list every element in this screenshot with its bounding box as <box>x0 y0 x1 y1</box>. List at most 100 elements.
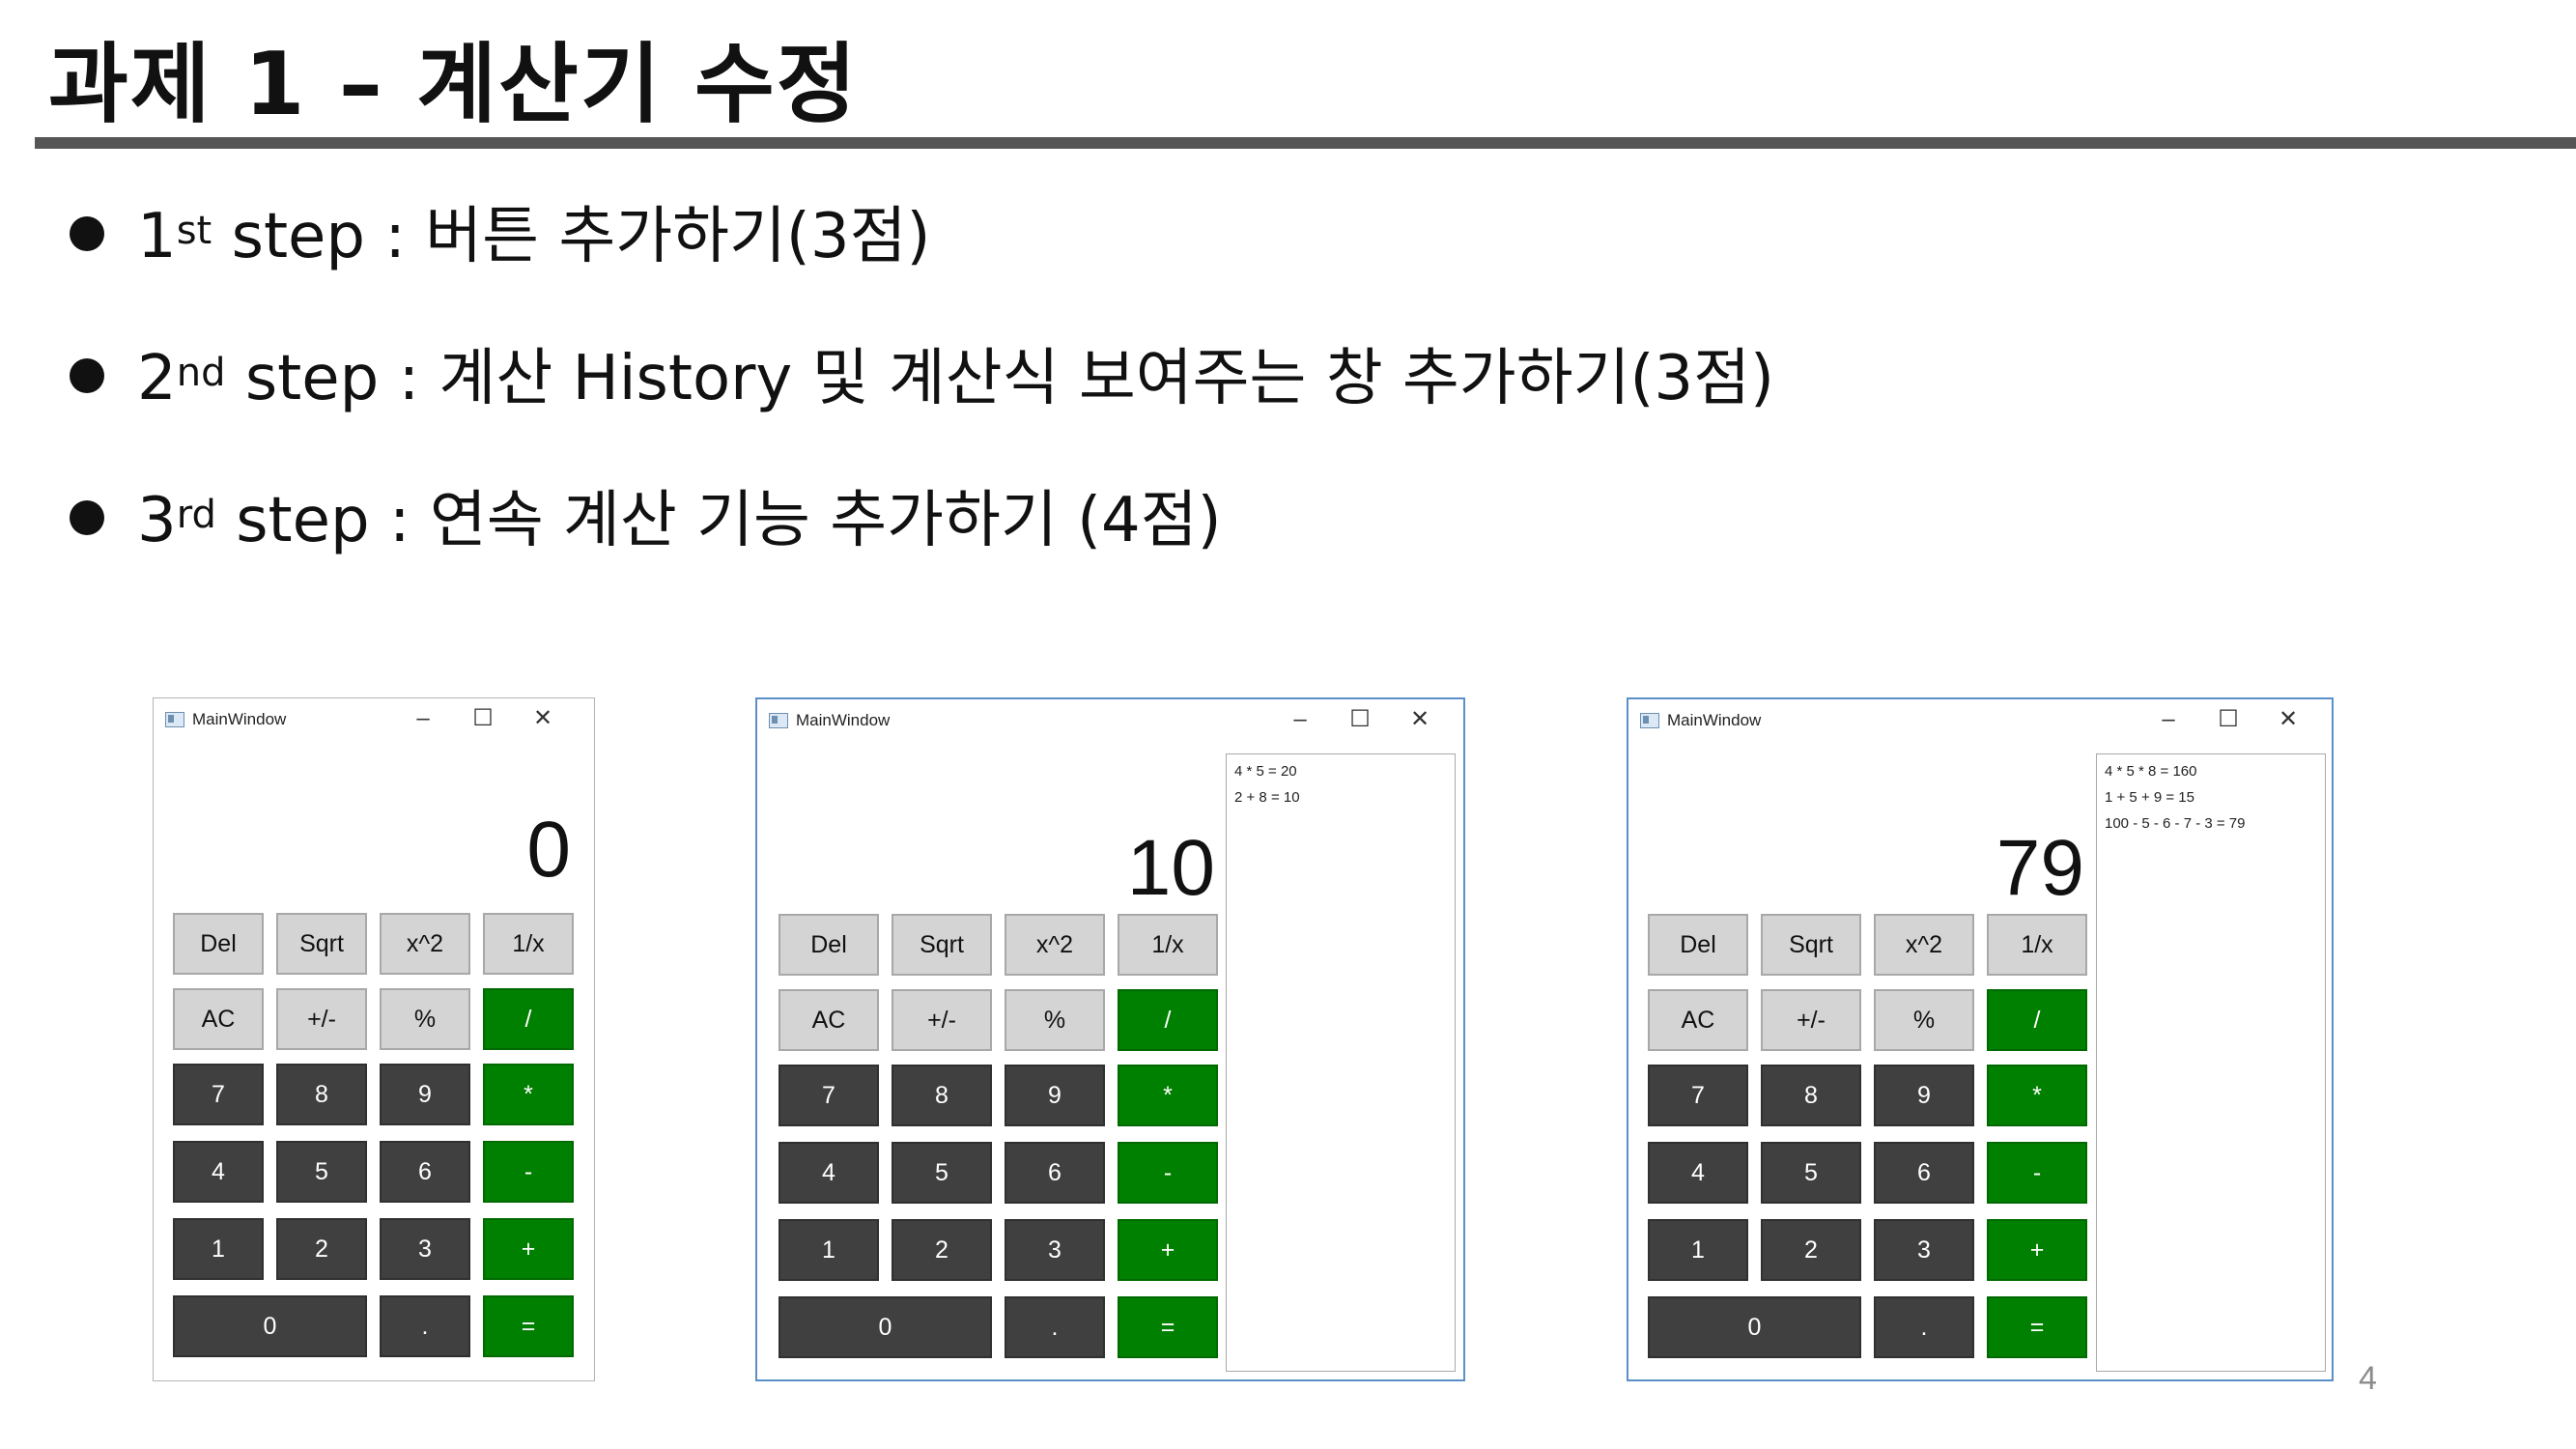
calc-button-dot[interactable]: . <box>380 1295 470 1357</box>
page-number: 4 <box>2359 1360 2377 1397</box>
history-entry: 1 + 5 + 9 = 15 <box>2105 789 2194 806</box>
close-icon[interactable]: ✕ <box>532 705 553 731</box>
calc-button-del[interactable]: Del <box>778 914 879 976</box>
calc-button-reciprocal[interactable]: 1/x <box>483 913 574 975</box>
calc-button-eight[interactable]: 8 <box>1761 1065 1861 1126</box>
calculator-window: MainWindow – ☐ ✕ 79 4 * 5 * 8 = 160 1 + 5 + 9 … <box>1627 697 2334 1381</box>
calc-button-add[interactable]: + <box>483 1218 574 1280</box>
step-number: 1 <box>137 201 177 272</box>
calc-button-eight[interactable]: 8 <box>276 1064 367 1125</box>
calc-button-divide[interactable]: / <box>1987 989 2087 1051</box>
calc-button-five[interactable]: 5 <box>892 1142 992 1204</box>
calc-button-four[interactable]: 4 <box>173 1141 264 1203</box>
window-title: MainWindow <box>192 710 287 728</box>
calc-button-subtract[interactable]: - <box>483 1141 574 1203</box>
bullet-dot-icon <box>70 358 104 394</box>
calc-button-dot[interactable]: . <box>1005 1296 1105 1358</box>
calc-button-three[interactable]: 3 <box>1005 1219 1105 1281</box>
step-number: 2 <box>137 343 177 414</box>
calc-button-six[interactable]: 6 <box>1874 1142 1974 1204</box>
calc-button-ac[interactable]: AC <box>173 988 264 1050</box>
calc-button-seven[interactable]: 7 <box>1648 1065 1748 1126</box>
calc-button-zero[interactable]: 0 <box>778 1296 992 1358</box>
window-app-icon <box>1640 713 1659 728</box>
maximize-icon[interactable]: ☐ <box>1349 706 1371 732</box>
window-titlebar[interactable]: MainWindow – ☐ ✕ <box>757 699 1463 740</box>
calc-button-ac[interactable]: AC <box>1648 989 1748 1051</box>
step-ordinal: rd <box>176 493 216 537</box>
calc-button-add[interactable]: + <box>1987 1219 2087 1281</box>
calc-button-five[interactable]: 5 <box>276 1141 367 1203</box>
calc-button-eight[interactable]: 8 <box>892 1065 992 1126</box>
window-titlebar[interactable]: MainWindow – ☐ ✕ <box>1628 699 2332 740</box>
calc-button-one[interactable]: 1 <box>778 1219 879 1281</box>
calc-button-add[interactable]: + <box>1118 1219 1218 1281</box>
calc-button-reciprocal[interactable]: 1/x <box>1118 914 1218 976</box>
window-titlebar[interactable]: MainWindow – ☐ ✕ <box>154 698 594 739</box>
calc-button-percent[interactable]: % <box>1005 989 1105 1051</box>
calc-button-square[interactable]: x^2 <box>1005 914 1105 976</box>
calc-button-six[interactable]: 6 <box>1005 1142 1105 1204</box>
calculator-window: MainWindow – ☐ ✕ 10 4 * 5 = 20 2 + 8 = 10 Del Sq… <box>755 697 1465 1381</box>
calc-button-square[interactable]: x^2 <box>1874 914 1974 976</box>
calc-button-zero[interactable]: 0 <box>1648 1296 1861 1358</box>
calc-button-dot[interactable]: . <box>1874 1296 1974 1358</box>
step-ordinal: nd <box>176 351 226 395</box>
calc-button-reciprocal[interactable]: 1/x <box>1987 914 2087 976</box>
calc-button-seven[interactable]: 7 <box>778 1065 879 1126</box>
step-text: step : 연속 계산 기능 추가하기 (4점) <box>215 485 1222 556</box>
calc-button-seven[interactable]: 7 <box>173 1064 264 1125</box>
calc-button-two[interactable]: 2 <box>892 1219 992 1281</box>
calc-button-del[interactable]: Del <box>1648 914 1748 976</box>
bullet-item: 1st step : 버튼 추가하기(3점) <box>70 198 930 275</box>
calc-button-five[interactable]: 5 <box>1761 1142 1861 1204</box>
calc-button-three[interactable]: 3 <box>1874 1219 1974 1281</box>
calc-button-negate[interactable]: +/- <box>1761 989 1861 1051</box>
calc-button-del[interactable]: Del <box>173 913 264 975</box>
calc-button-four[interactable]: 4 <box>1648 1142 1748 1204</box>
calc-button-sqrt[interactable]: Sqrt <box>892 914 992 976</box>
history-entry: 4 * 5 * 8 = 160 <box>2105 763 2197 780</box>
calc-button-subtract[interactable]: - <box>1987 1142 2087 1204</box>
calc-button-nine[interactable]: 9 <box>380 1064 470 1125</box>
minimize-icon[interactable]: – <box>1293 706 1307 732</box>
calc-button-two[interactable]: 2 <box>276 1218 367 1280</box>
calc-button-one[interactable]: 1 <box>173 1218 264 1280</box>
calc-button-multiply[interactable]: * <box>1118 1065 1218 1126</box>
calc-button-divide[interactable]: / <box>483 988 574 1050</box>
calc-button-sqrt[interactable]: Sqrt <box>276 913 367 975</box>
calc-button-two[interactable]: 2 <box>1761 1219 1861 1281</box>
minimize-icon[interactable]: – <box>2162 706 2175 732</box>
calc-button-equals[interactable]: = <box>1987 1296 2087 1358</box>
calc-button-equals[interactable]: = <box>483 1295 574 1357</box>
minimize-icon[interactable]: – <box>416 705 430 731</box>
calc-button-six[interactable]: 6 <box>380 1141 470 1203</box>
step-text: step : 버튼 추가하기(3점) <box>212 201 931 272</box>
calc-button-nine[interactable]: 9 <box>1874 1065 1974 1126</box>
calc-button-one[interactable]: 1 <box>1648 1219 1748 1281</box>
calc-button-three[interactable]: 3 <box>380 1218 470 1280</box>
calc-button-divide[interactable]: / <box>1118 989 1218 1051</box>
window-app-icon <box>769 713 788 728</box>
calc-button-ac[interactable]: AC <box>778 989 879 1051</box>
step-text: step : 계산 History 및 계산식 보여주는 창 추가하기(3점) <box>225 343 1774 414</box>
calc-button-subtract[interactable]: - <box>1118 1142 1218 1204</box>
calc-button-nine[interactable]: 9 <box>1005 1065 1105 1126</box>
maximize-icon[interactable]: ☐ <box>2218 706 2239 732</box>
calc-button-percent[interactable]: % <box>380 988 470 1050</box>
close-icon[interactable]: ✕ <box>1409 706 1430 732</box>
calc-button-multiply[interactable]: * <box>483 1064 574 1125</box>
close-icon[interactable]: ✕ <box>2278 706 2299 732</box>
calc-button-percent[interactable]: % <box>1874 989 1974 1051</box>
window-title: MainWindow <box>796 711 891 729</box>
calc-button-equals[interactable]: = <box>1118 1296 1218 1358</box>
calc-button-negate[interactable]: +/- <box>892 989 992 1051</box>
calc-button-sqrt[interactable]: Sqrt <box>1761 914 1861 976</box>
calc-button-zero[interactable]: 0 <box>173 1295 367 1357</box>
calc-button-negate[interactable]: +/- <box>276 988 367 1050</box>
calc-button-square[interactable]: x^2 <box>380 913 470 975</box>
calc-button-multiply[interactable]: * <box>1987 1065 2087 1126</box>
calc-display: 79 <box>1996 824 2084 912</box>
maximize-icon[interactable]: ☐ <box>472 705 494 731</box>
calc-button-four[interactable]: 4 <box>778 1142 879 1204</box>
